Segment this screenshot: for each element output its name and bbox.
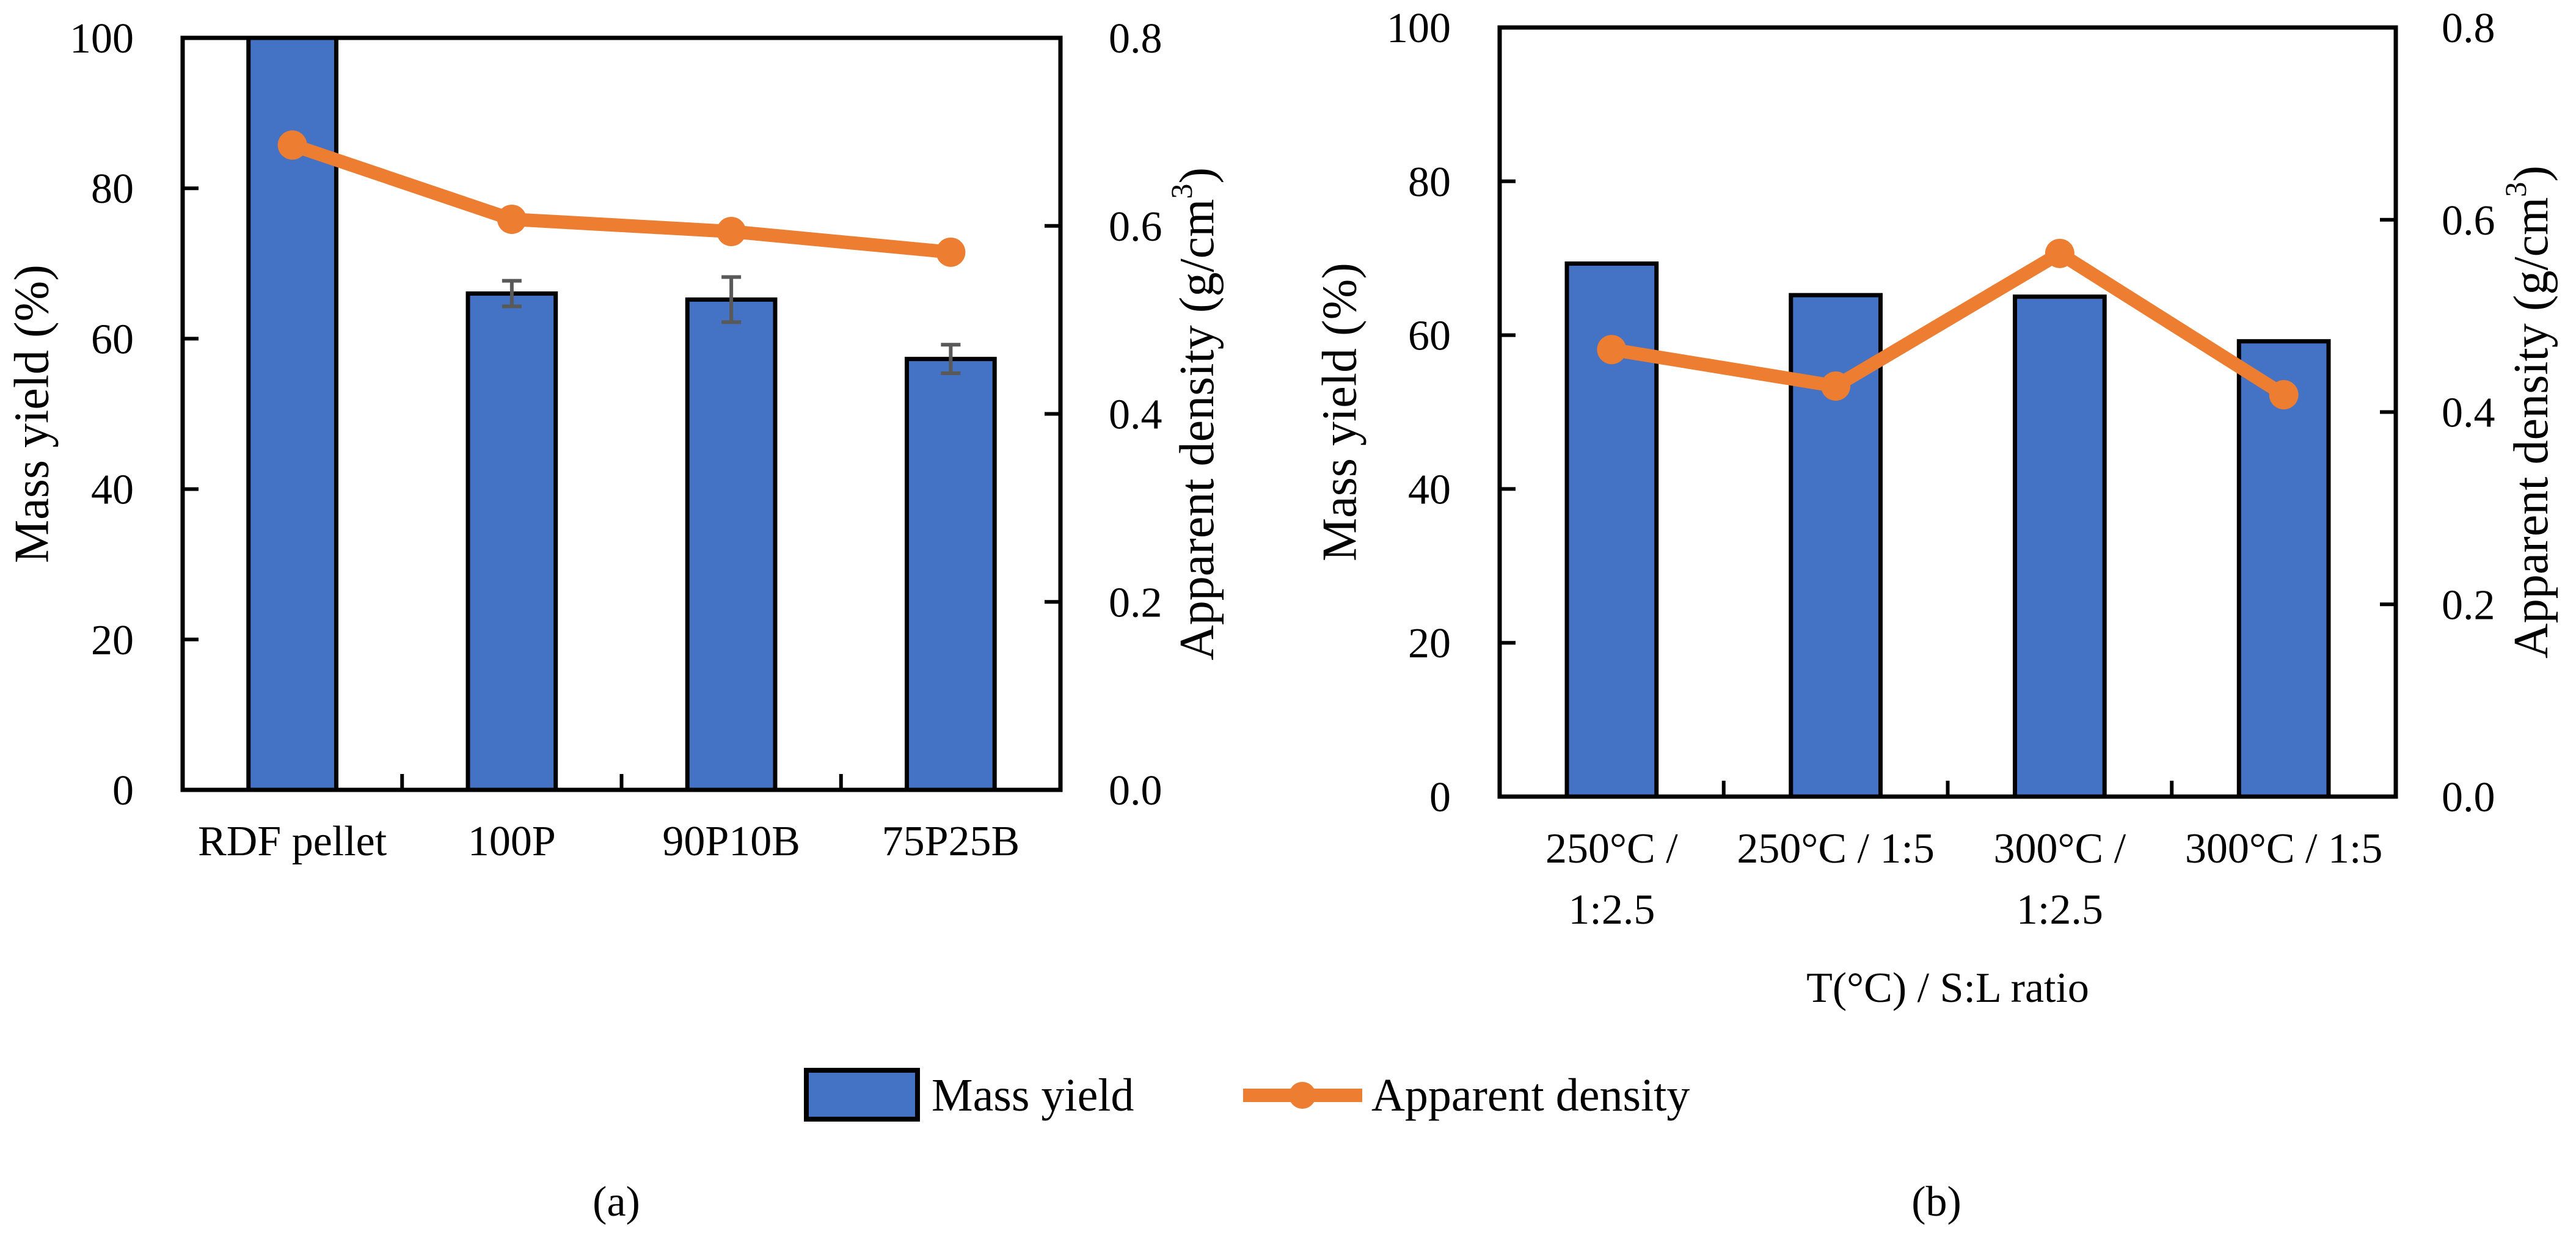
bar-mass-yield (465, 291, 558, 792)
bar-mass-yield (246, 35, 338, 792)
y-tick-label: 60 (91, 316, 134, 363)
y-tick-label: 20 (1408, 620, 1451, 667)
y-axis-title: Mass yield (%) (1313, 263, 1366, 561)
y2-axis-title: Apparent density (g/cm3) (2498, 166, 2558, 659)
x-category-label: 300°C / (1994, 825, 2126, 872)
panel-label-b: (b) (1911, 1178, 1961, 1225)
y2-tick-label: 0.8 (2442, 5, 2495, 52)
bar-mass-yield (2013, 294, 2107, 799)
y2-tick-label: 0.4 (2442, 390, 2495, 437)
x-category-label: 1:2.5 (1568, 886, 1655, 933)
legend-bar-label: Mass yield (932, 1070, 1134, 1121)
y-tick-label: 40 (1408, 466, 1451, 513)
y2-tick-label: 0.2 (2442, 582, 2495, 629)
x-category-label: 100P (468, 818, 556, 865)
bar-mass-yield (905, 357, 997, 792)
y2-tick-label: 0.6 (1109, 203, 1162, 250)
legend-bar-swatch (804, 1068, 920, 1122)
chart-panel-b: 0 20 40 60 80 100 0.0 0.2 0.4 0.6 0.8 250°C / 1:2.5 2… (1313, 5, 2558, 1012)
y-tick-label: 80 (1408, 159, 1451, 206)
x-category-label: RDF pellet (198, 818, 387, 865)
point-apparent-density (936, 237, 966, 267)
y-tick-label: 0 (112, 767, 134, 814)
y2-tick-label: 0.6 (2442, 197, 2495, 244)
legend: Mass yield Apparent density (804, 1068, 1690, 1122)
y-axis-title: Mass yield (%) (5, 265, 59, 563)
bar-mass-yield (2236, 339, 2331, 799)
x-category-label: 250°C / 1:5 (1737, 825, 1935, 872)
panel-label-a: (a) (593, 1178, 640, 1225)
y-tick-label: 100 (1387, 5, 1451, 52)
bar-mass-yield (685, 297, 778, 792)
point-apparent-density (277, 130, 307, 160)
y-tick-label: 0 (1429, 774, 1451, 821)
y-tick-label: 20 (91, 617, 134, 664)
x-category-label: 250°C / (1545, 825, 1678, 872)
point-apparent-density (2045, 238, 2074, 268)
legend-line-marker (1289, 1082, 1316, 1109)
y-tick-label: 60 (1408, 313, 1451, 360)
legend-line-label: Apparent density (1371, 1070, 1690, 1121)
x-category-label: 75P25B (882, 818, 1020, 865)
y2-axis-title: Apparent density (g/cm3) (1164, 167, 1224, 660)
x-category-label: 300°C / 1:5 (2185, 825, 2383, 872)
y-tick-label: 100 (70, 15, 134, 62)
x-axis-title: T(°C) / S:L ratio (1806, 965, 2089, 1012)
y2-tick-label: 0.8 (1109, 15, 1162, 62)
y-tick-label: 80 (91, 166, 134, 213)
point-apparent-density (1821, 371, 1851, 401)
point-apparent-density (2269, 380, 2299, 410)
y2-tick-label: 0.4 (1109, 392, 1162, 439)
point-apparent-density (1597, 335, 1627, 365)
chart-panel-a: 0 20 40 60 80 100 0.0 0.2 0.4 0.6 0.8 RDF pellet 100… (5, 15, 1224, 865)
line-apparent-density (1610, 246, 2288, 401)
x-category-label: 1:2.5 (2016, 886, 2103, 933)
line-apparent-density (290, 138, 952, 259)
y-tick-label: 40 (91, 467, 134, 514)
x-category-label: 90P10B (662, 818, 800, 865)
point-apparent-density (717, 216, 746, 246)
point-apparent-density (497, 204, 527, 234)
y2-tick-label: 0.2 (1109, 579, 1162, 626)
y2-tick-label: 0.0 (1109, 767, 1162, 814)
y2-tick-label: 0.0 (2442, 774, 2495, 821)
